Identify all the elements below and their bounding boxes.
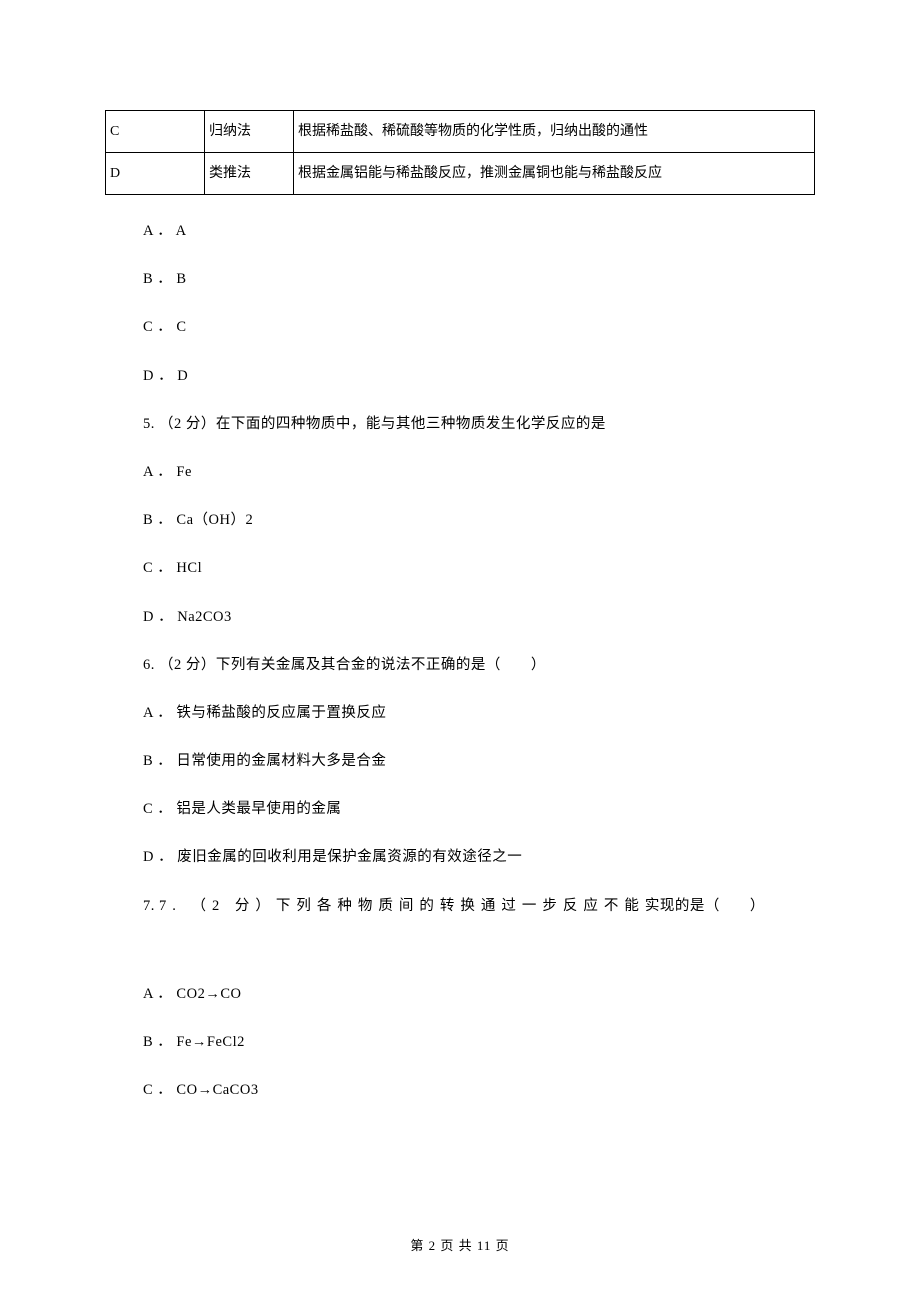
page-footer: 第 2 页 共 11 页 xyxy=(0,1235,920,1254)
option-a: A ． CO2→CO xyxy=(143,983,815,1006)
option-a: A ． 铁与稀盐酸的反应属于置换反应 xyxy=(143,702,815,725)
table-cell-label: D xyxy=(106,153,205,195)
table-row: D 类推法 根据金属铝能与稀盐酸反应，推测金属铜也能与稀盐酸反应 xyxy=(106,153,815,195)
option-c: C ． C xyxy=(143,316,815,339)
question-7-text-a: 7. （2 分）下列各种物质间的转换通过一步反应不能 xyxy=(159,898,645,914)
option-b: B ． 日常使用的金属材料大多是合金 xyxy=(143,750,815,773)
option-d: D ． D xyxy=(143,365,815,388)
question-7-prefix: 7. xyxy=(143,898,159,914)
question-6: 6. （2 分）下列有关金属及其合金的说法不正确的是（ ） xyxy=(143,654,815,677)
table-row: C 归纳法 根据稀盐酸、稀硫酸等物质的化学性质，归纳出酸的通性 xyxy=(106,111,815,153)
option-b: B ． B xyxy=(143,268,815,291)
content-block: A ． A B ． B C ． C D ． D 5. （2 分）在下面的四种物质… xyxy=(105,220,815,1102)
table-cell-method: 类推法 xyxy=(205,153,294,195)
question-5: 5. （2 分）在下面的四种物质中，能与其他三种物质发生化学反应的是 xyxy=(143,413,815,436)
option-c: C ． 铝是人类最早使用的金属 xyxy=(143,798,815,821)
option-d: D ． Na2CO3 xyxy=(143,606,815,629)
table-cell-desc: 根据稀盐酸、稀硫酸等物质的化学性质，归纳出酸的通性 xyxy=(294,111,815,153)
table-cell-method: 归纳法 xyxy=(205,111,294,153)
option-c: C ． HCl xyxy=(143,557,815,580)
exam-table: C 归纳法 根据稀盐酸、稀硫酸等物质的化学性质，归纳出酸的通性 D 类推法 根据… xyxy=(105,110,815,195)
option-c: C ． CO→CaCO3 xyxy=(143,1079,815,1102)
option-b: B ． Fe→FeCl2 xyxy=(143,1031,815,1054)
option-a: A ． Fe xyxy=(143,461,815,484)
page: C 归纳法 根据稀盐酸、稀硫酸等物质的化学性质，归纳出酸的通性 D 类推法 根据… xyxy=(0,0,920,1302)
option-b: B ． Ca（OH）2 xyxy=(143,509,815,532)
option-d: D ． 废旧金属的回收利用是保护金属资源的有效途径之一 xyxy=(143,846,815,869)
question-7: 7. 7. （2 分）下列各种物质间的转换通过一步反应不能实现的是（ ） xyxy=(143,895,815,918)
table-cell-label: C xyxy=(106,111,205,153)
question-7-text-b: 实现的是（ ） xyxy=(645,898,765,914)
table-cell-desc: 根据金属铝能与稀盐酸反应，推测金属铜也能与稀盐酸反应 xyxy=(294,153,815,195)
option-a: A ． A xyxy=(143,220,815,243)
